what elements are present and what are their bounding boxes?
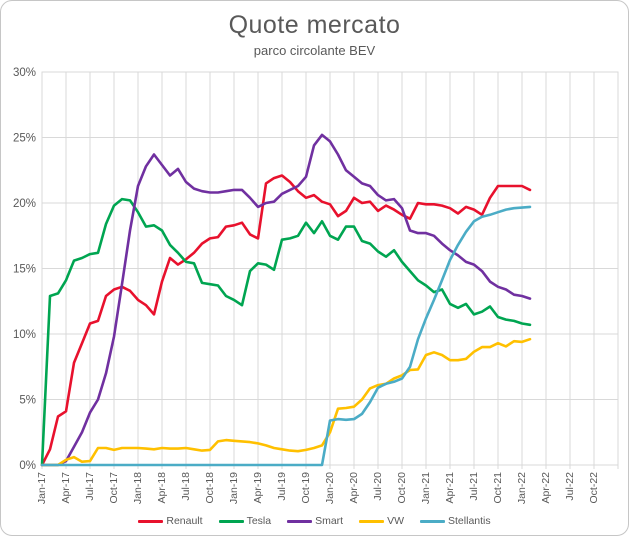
legend-label: Smart [315, 515, 344, 527]
x-axis-label: Apr-22 [540, 472, 552, 504]
y-axis-labels: 0% 5% 10% 15% 20% 25% 30% [13, 67, 36, 472]
legend-swatch-smart [287, 519, 313, 523]
y-axis-label: 30% [13, 67, 36, 79]
x-axis-label: Oct-22 [588, 472, 600, 504]
x-axis-label: Apr-21 [444, 472, 456, 504]
chart-subtitle: parco circolante BEV [253, 43, 376, 58]
legend: Renault Tesla Smart VW Stellantis [1, 515, 628, 527]
legend-item-smart: Smart [287, 515, 343, 527]
y-axis-label: 25% [13, 133, 36, 145]
x-axis-label: Oct-20 [396, 472, 408, 504]
x-axis-labels: Jan-17 Apr-17 Jul-17 Oct-17 Jan-18 Apr-18 Jul-… [36, 472, 600, 504]
series-line-stellantis [40, 205, 532, 467]
x-axis-label: Jan-22 [516, 472, 528, 504]
legend-label: Renault [166, 515, 203, 527]
x-axis-label: Jan-18 [132, 472, 144, 504]
y-axis-label: 0% [19, 460, 36, 472]
x-axis-label: Jul-17 [84, 472, 96, 501]
series-line-smart [40, 133, 532, 467]
x-axis-label: Jan-21 [420, 472, 432, 504]
x-axis-label: Jan-19 [228, 472, 240, 504]
x-axis-label: Jul-18 [180, 472, 192, 501]
legend-swatch-stellantis [420, 519, 446, 523]
x-axis-label: Jan-20 [324, 472, 336, 504]
y-axis-label: 5% [19, 395, 36, 407]
series-line-renault [40, 174, 532, 467]
x-axis-label: Oct-17 [108, 472, 120, 504]
legend-label: Stellantis [448, 515, 491, 527]
legend-item-stellantis: Stellantis [420, 515, 491, 527]
y-axis-label: 10% [13, 329, 36, 341]
legend-swatch-renault [138, 519, 164, 523]
x-axis-label: Oct-19 [300, 472, 312, 504]
x-axis-label: Apr-17 [60, 472, 72, 504]
legend-label: Tesla [246, 515, 272, 527]
chart-title: Quote mercato [228, 11, 401, 39]
x-axis-label: Jul-21 [468, 472, 480, 501]
legend-swatch-tesla [218, 519, 244, 523]
legend-item-renault: Renault [138, 515, 203, 527]
x-axis-label: Jul-20 [372, 472, 384, 501]
x-axis-label: Oct-18 [204, 472, 216, 504]
x-axis-label: Apr-18 [156, 472, 168, 504]
x-axis-label: Jan-17 [36, 472, 48, 504]
series-line-vw [40, 337, 532, 467]
x-axis-label: Jul-19 [276, 472, 288, 501]
legend-label: VW [387, 515, 405, 527]
x-axis-label: Jul-22 [564, 472, 576, 501]
legend-item-tesla: Tesla [218, 515, 272, 527]
x-axis-label: Oct-21 [492, 472, 504, 504]
legend-item-vw: VW [359, 515, 404, 527]
legend-swatch-vw [359, 519, 385, 523]
x-axis-label: Apr-20 [348, 472, 360, 504]
y-axis-label: 20% [13, 198, 36, 210]
gridlines [42, 71, 618, 466]
y-axis-label: 15% [13, 264, 36, 276]
series-line-tesla [40, 197, 532, 467]
x-axis-label: Apr-19 [252, 472, 264, 504]
